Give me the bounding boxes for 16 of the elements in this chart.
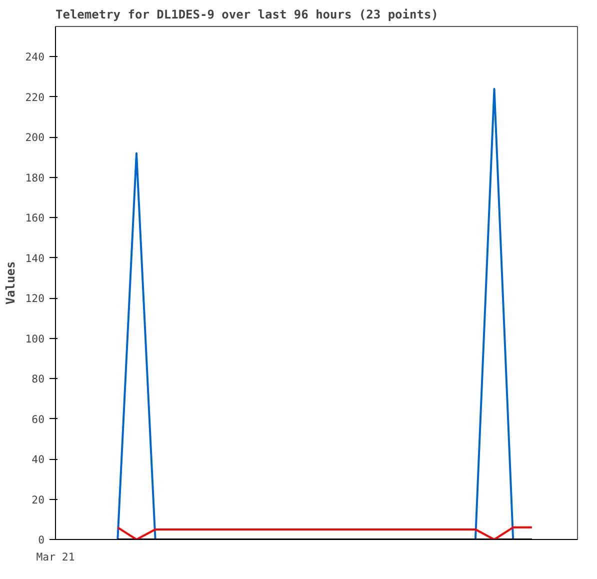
y-tick-label: 180 (25, 171, 45, 184)
y-tick-label: 220 (25, 90, 45, 104)
y-tick-label: 20 (32, 493, 45, 506)
y-tick-label: 140 (25, 252, 45, 265)
y-tick-label: 60 (32, 412, 45, 426)
chart-title: Telemetry for DL1DES-9 over last 96 hours (23 points) (56, 8, 438, 22)
y-tick-label: 240 (25, 50, 45, 64)
y-tick-label: 100 (25, 332, 45, 346)
y-tick-label: 0 (38, 534, 45, 546)
y-tick-label: 160 (25, 212, 45, 225)
y-axis-title: Values (3, 261, 18, 305)
y-tick-label: 40 (32, 453, 45, 466)
y-tick-label: 120 (25, 292, 45, 306)
y-tick-label: 80 (32, 372, 45, 386)
y-tick-label: 200 (25, 131, 45, 144)
text: Mar 21 (36, 550, 75, 564)
